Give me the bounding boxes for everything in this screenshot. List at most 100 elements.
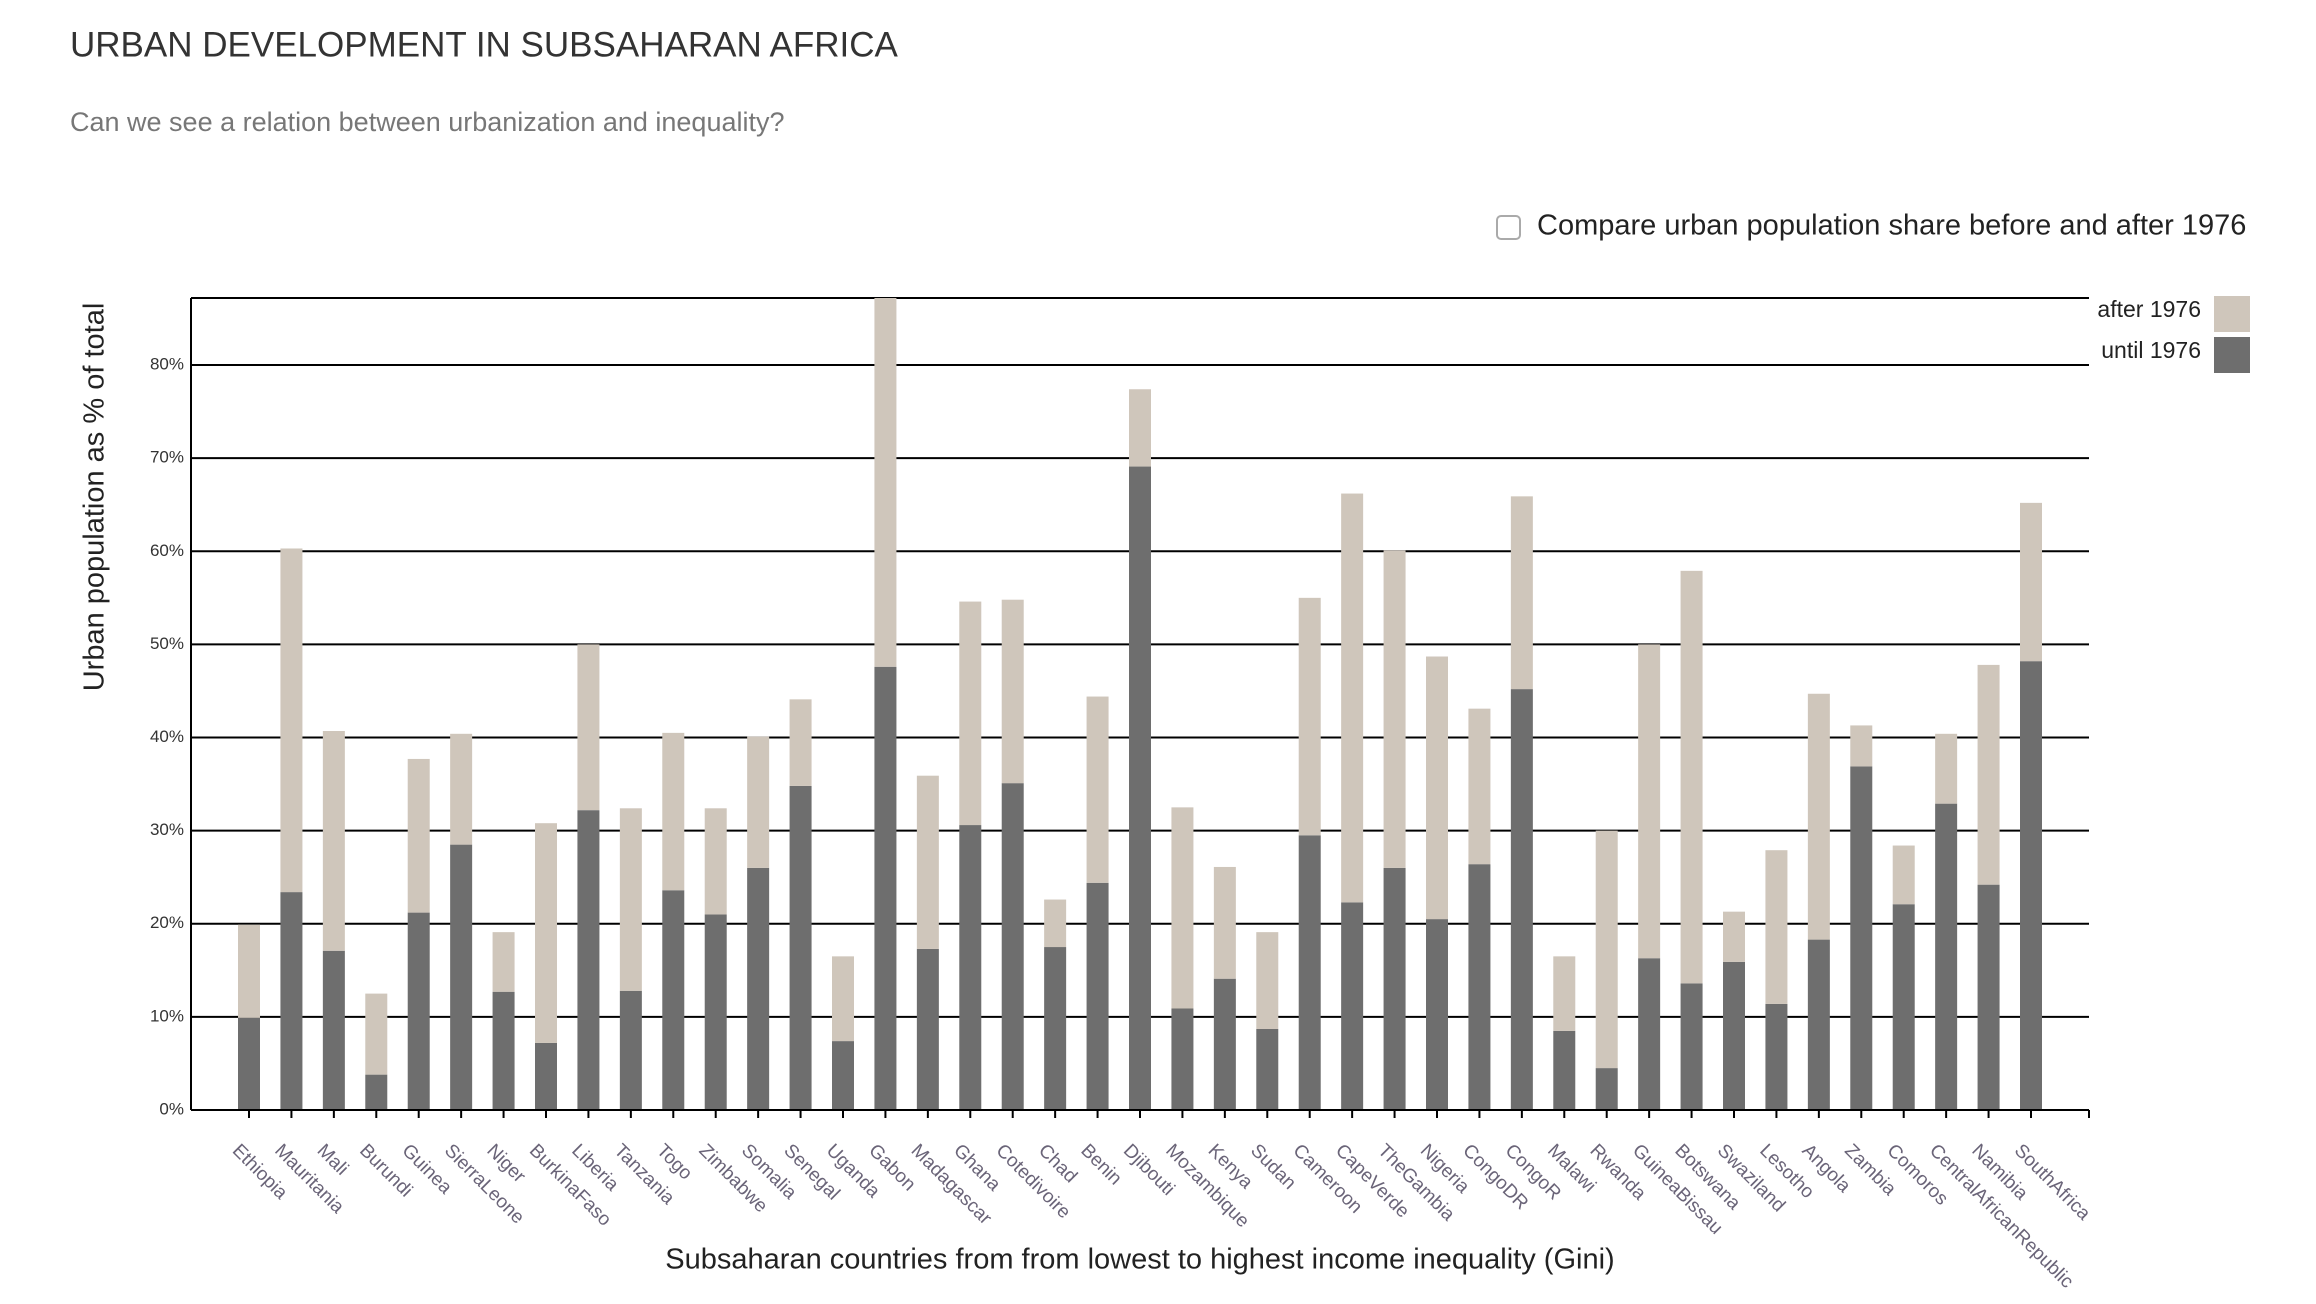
bar-segment: [407, 758, 430, 913]
bar-segment: [789, 785, 812, 1110]
bar-segment: [1935, 803, 1958, 1110]
bar-segment: [1807, 939, 1830, 1110]
bar-segment: [1595, 1068, 1618, 1110]
y-tick-label: 30%: [150, 820, 184, 839]
bar-segment: [704, 914, 727, 1110]
bar-segment: [1383, 867, 1406, 1110]
y-tick-label: 0%: [159, 1099, 184, 1118]
bar-segment: [1001, 599, 1024, 784]
bar-segment: [1383, 550, 1406, 868]
bar-segment: [1341, 902, 1364, 1110]
x-tick-label: Benin: [1076, 1140, 1125, 1189]
bar-segment: [1341, 493, 1364, 903]
bar-segment: [1638, 958, 1661, 1110]
bar-segment: [1001, 783, 1024, 1110]
bar-segment: [1044, 947, 1067, 1110]
legend-swatch: [2214, 337, 2250, 373]
bar-segment: [535, 1042, 557, 1110]
bar-segment: [1553, 1030, 1576, 1110]
bar-segment: [577, 644, 600, 811]
bar-segment: [280, 548, 303, 893]
bar-segment: [1723, 911, 1745, 962]
bar-segment: [1892, 904, 1915, 1110]
bar-segment: [832, 956, 854, 1042]
legend-swatch: [2214, 296, 2250, 332]
bar-segment: [1553, 956, 1576, 1031]
bar-segment: [959, 825, 982, 1110]
bar-segment: [959, 601, 982, 826]
chart-subtitle: Can we see a relation between urbanizati…: [70, 107, 785, 137]
bar-segment: [1468, 708, 1491, 865]
bar-segment: [1426, 919, 1448, 1110]
bar-segment: [1680, 983, 1703, 1110]
bar-segment: [874, 666, 897, 1110]
bar-segment: [1213, 978, 1236, 1110]
bar-segment: [1595, 830, 1618, 1069]
bar-segment: [2020, 661, 2042, 1110]
y-tick-label: 80%: [150, 355, 184, 374]
bar-segment: [450, 844, 473, 1110]
bar-segment: [747, 867, 770, 1110]
bar-segment: [280, 892, 303, 1110]
x-axis-label: Subsaharan countries from from lowest to…: [665, 1244, 1614, 1276]
bar-segment: [619, 808, 642, 991]
x-tick-label: Sudan: [1246, 1140, 1300, 1194]
bar-segment: [1256, 932, 1279, 1029]
bar-segment: [365, 1074, 388, 1110]
bar-segment: [1044, 899, 1067, 948]
bar-segment: [238, 1017, 260, 1110]
bar-segment: [789, 699, 812, 786]
y-axis-label: Urban population as % of total: [79, 303, 111, 692]
y-tick-label: 60%: [150, 541, 184, 560]
bar-segment: [619, 990, 642, 1110]
bar-segment: [1086, 882, 1109, 1110]
bar-segment: [2020, 502, 2042, 662]
bar-segment: [365, 993, 388, 1075]
compare-checkbox[interactable]: [1496, 215, 1521, 240]
legend-label: after 1976: [2097, 296, 2201, 322]
bar-segment: [492, 932, 515, 992]
bar-segment: [1765, 1003, 1788, 1110]
bar-segment: [916, 948, 939, 1110]
bar-segment: [662, 732, 685, 891]
bar-segment: [1807, 693, 1830, 940]
bar-segment: [1213, 866, 1236, 979]
chart-title: URBAN DEVELOPMENT IN SUBSAHARAN AFRICA: [70, 25, 899, 64]
y-tick-label: 70%: [150, 448, 184, 467]
bar-segment: [450, 733, 473, 845]
bar-segment: [1298, 835, 1321, 1110]
bar-segment: [1977, 664, 2000, 885]
bar-segment: [832, 1041, 854, 1110]
bar-segment: [1765, 850, 1788, 1004]
legend-label: until 1976: [2101, 337, 2201, 363]
bar-segment: [1426, 656, 1448, 920]
bar-segment: [1171, 807, 1194, 1009]
bar-segment: [916, 775, 939, 949]
bar-segment: [1298, 597, 1321, 836]
bar-segment: [1892, 845, 1915, 905]
bar-segment: [1171, 1008, 1194, 1110]
bar-segment: [1638, 644, 1661, 959]
y-tick-label: 10%: [150, 1006, 184, 1025]
bar-segment: [874, 298, 897, 667]
bar-segment: [1850, 725, 1873, 767]
bar-segment: [407, 912, 430, 1110]
bar-segment: [704, 808, 727, 915]
bar-segment: [1850, 766, 1873, 1110]
bar-segment: [747, 736, 770, 868]
bar-segment: [662, 890, 685, 1110]
bar-segment: [535, 823, 557, 1043]
bar-segment: [1723, 961, 1745, 1110]
y-tick-label: 20%: [150, 913, 184, 932]
compare-checkbox-label[interactable]: Compare urban population share before an…: [1537, 210, 2246, 242]
bar-segment: [238, 924, 260, 1018]
bar-segment: [322, 950, 345, 1110]
y-tick-label: 50%: [150, 634, 184, 653]
bar-segment: [1256, 1028, 1279, 1110]
bar-segment: [1935, 733, 1958, 804]
bar-segment: [1680, 570, 1703, 984]
bar-segment: [1510, 496, 1533, 690]
bar-segment: [1086, 696, 1109, 883]
y-tick-label: 40%: [150, 727, 184, 746]
